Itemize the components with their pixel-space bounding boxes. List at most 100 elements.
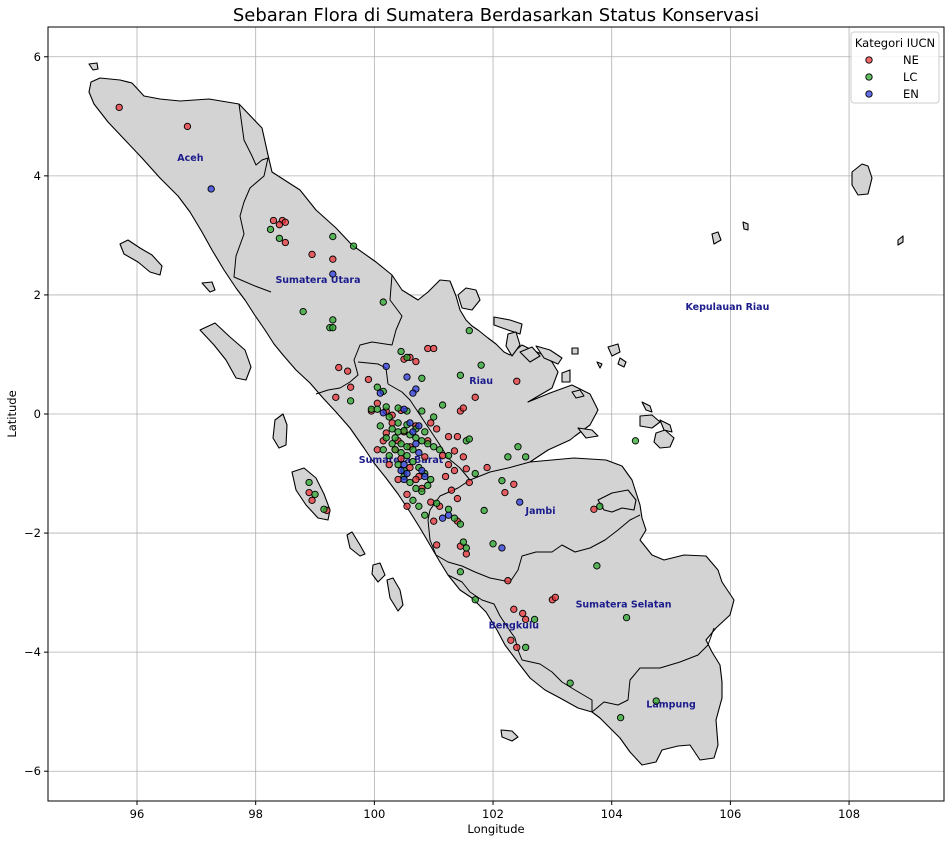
point-LC-41 <box>409 457 417 466</box>
anambas-island-1 <box>711 231 722 245</box>
point-EN-1 <box>329 270 337 278</box>
karimun-island <box>535 345 563 365</box>
border-jambi-sumsel <box>435 514 641 583</box>
point-NE-61 <box>513 643 521 652</box>
point-LC-79 <box>305 478 313 487</box>
point-LC-16 <box>373 383 381 391</box>
x-tick-label-4: 104 <box>601 807 623 821</box>
legend-title: Kategori IUCN <box>855 36 935 50</box>
point-LC-5 <box>299 307 307 316</box>
point-LC-37 <box>388 440 396 448</box>
point-LC-92 <box>391 434 399 442</box>
border-riau-sumbar <box>387 383 471 481</box>
y-axis-ticks: 6 4 2 0 −2 −4 −6 <box>24 50 48 778</box>
point-EN-7 <box>400 405 408 413</box>
point-NE-57 <box>504 577 512 585</box>
point-NE-68 <box>397 455 405 463</box>
point-NE-5 <box>275 221 284 229</box>
bangka-island <box>597 489 637 513</box>
x-tick-label-5: 106 <box>719 807 741 821</box>
border-sumut-sumbar <box>357 361 389 385</box>
point-LC-75 <box>631 437 640 445</box>
point-EN-16 <box>400 475 408 484</box>
y-tick-label-0: 6 <box>34 50 41 64</box>
nias-island <box>199 322 252 381</box>
point-NE-40 <box>421 453 429 461</box>
point-EN-10 <box>415 422 423 430</box>
enggano-island <box>500 729 519 742</box>
point-NE-14 <box>346 383 355 391</box>
natuna-small-island <box>897 235 904 246</box>
point-EN-11 <box>409 428 417 436</box>
legend-label-EN: EN <box>903 87 919 101</box>
point-EN-6 <box>409 389 417 397</box>
point-NE-12 <box>335 363 343 372</box>
region-label-5: Jambi <box>525 506 556 517</box>
point-LC-48 <box>418 487 426 496</box>
anambas-island-2 <box>742 221 749 231</box>
point-LC-76 <box>622 613 631 622</box>
point-NE-15 <box>332 393 340 401</box>
point-EN-18 <box>421 472 429 481</box>
point-LC-13 <box>465 326 473 335</box>
point-NE-69 <box>406 463 414 472</box>
point-LC-27 <box>394 428 402 436</box>
pagai-selatan-island <box>386 577 404 612</box>
point-EN-21 <box>516 498 524 506</box>
point-NE-72 <box>388 419 396 427</box>
legend-label-NE: NE <box>903 53 919 67</box>
point-NE-25 <box>424 344 432 353</box>
point-LC-18 <box>346 397 355 405</box>
point-LC-94 <box>403 443 411 451</box>
kundur-island <box>561 369 571 383</box>
point-NE-79 <box>385 460 393 469</box>
point-NE-78 <box>450 466 459 475</box>
point-NE-37 <box>447 486 456 494</box>
y-axis-label: Latitude <box>5 390 19 437</box>
point-NE-6 <box>281 238 290 247</box>
rangsang-island <box>519 346 541 363</box>
point-LC-60 <box>471 596 479 604</box>
point-LC-62 <box>489 540 497 548</box>
point-LC-55 <box>450 514 459 522</box>
point-NE-39 <box>441 472 450 481</box>
border-sumsel-lampung <box>591 627 715 713</box>
point-LC-90 <box>394 460 402 469</box>
point-LC-73 <box>596 502 604 510</box>
pagai-utara-island <box>371 562 386 583</box>
point-LC-9 <box>397 347 405 356</box>
point-LC-35 <box>444 452 453 460</box>
point-NE-55 <box>513 377 521 385</box>
point-NE-4 <box>281 218 290 226</box>
point-NE-29 <box>453 432 462 441</box>
point-LC-51 <box>415 502 423 510</box>
point-NE-18 <box>373 399 381 407</box>
point-LC-11 <box>418 374 426 382</box>
point-LC-24 <box>418 407 426 415</box>
sipora-island <box>346 531 366 557</box>
point-NE-49 <box>433 541 441 549</box>
point-NE-82 <box>403 502 411 510</box>
x-tick-label-2: 100 <box>363 807 385 821</box>
point-LC-58 <box>462 544 470 552</box>
batam-island <box>571 347 579 355</box>
legend-marker-NE <box>865 56 873 64</box>
point-NE-46 <box>403 490 411 499</box>
y-tick-label-1: 4 <box>34 169 41 183</box>
point-LC-49 <box>424 481 432 490</box>
point-NE-76 <box>438 452 447 460</box>
point-EN-2 <box>382 362 390 371</box>
point-LC-20 <box>373 405 381 413</box>
y-tick-label-3: 0 <box>34 407 41 421</box>
point-LC-74 <box>593 562 601 570</box>
y-tick-label-5: −4 <box>24 645 41 659</box>
point-NE-81 <box>394 475 402 484</box>
border-sumut-riau <box>315 274 403 395</box>
point-NE-33 <box>450 447 459 455</box>
point-LC-2 <box>329 232 337 241</box>
point-EN-4 <box>403 373 411 381</box>
point-EN-13 <box>400 460 408 469</box>
point-EN-3 <box>376 389 384 397</box>
point-LC-89 <box>385 452 393 460</box>
